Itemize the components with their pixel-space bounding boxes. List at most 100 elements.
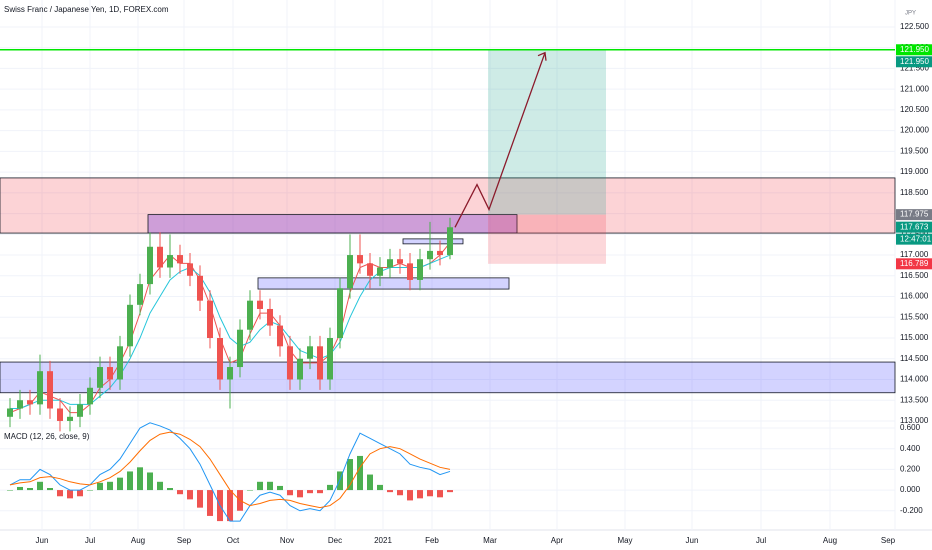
histogram-bar [417, 490, 423, 499]
histogram-bar [307, 490, 313, 494]
histogram-bar [157, 481, 163, 491]
countdown-badge [896, 233, 932, 245]
candle-body [147, 246, 153, 285]
candle-body [397, 259, 403, 264]
candle-body [7, 408, 13, 417]
x-tick-label: Sep [881, 536, 896, 545]
histogram-bar [247, 490, 253, 491]
histogram-bar [177, 490, 183, 495]
x-tick-label: Jul [756, 536, 766, 545]
candle-body [177, 255, 183, 264]
candle-body [337, 288, 343, 339]
candle-body [137, 284, 143, 305]
y-tick-label: 120.500 [900, 105, 929, 114]
x-tick-label: Feb [425, 536, 439, 545]
histogram-bar [127, 471, 133, 491]
histogram-bar [47, 488, 53, 491]
x-tick-label: Dec [328, 536, 342, 545]
candle-body [327, 338, 333, 380]
histogram-bar [227, 490, 233, 522]
histogram-bar [7, 490, 13, 491]
price-badge-label: 121.950 [900, 45, 929, 54]
candle-body [57, 408, 63, 421]
candle-body [157, 246, 163, 268]
y-tick-label: 119.000 [900, 167, 929, 176]
x-tick-label: Jul [85, 536, 95, 545]
histogram-bar [137, 467, 143, 491]
histogram-bar [327, 484, 333, 491]
y-tick-label: -0.200 [900, 506, 923, 515]
y-tick-label: 113.000 [900, 416, 929, 425]
histogram-bar [377, 484, 383, 491]
candle-body [297, 358, 303, 380]
candle-body [67, 416, 73, 421]
price-badge-label: 121.950 [900, 57, 929, 66]
histogram-bar [27, 488, 33, 491]
histogram-bar [147, 472, 153, 491]
histogram-bar [37, 481, 43, 491]
y-tick-label: 114.500 [900, 354, 929, 363]
candle-body [17, 400, 23, 409]
histogram-bar [67, 490, 73, 499]
price-badge [896, 258, 932, 270]
histogram-bar [427, 490, 433, 497]
candle-body [227, 367, 233, 380]
histogram-bar [437, 490, 443, 498]
candle-body [407, 263, 413, 280]
position-stop [488, 214, 606, 264]
histogram-bar [57, 490, 63, 497]
histogram-bar [207, 490, 213, 516]
box [257, 277, 510, 290]
x-tick-label: Mar [483, 536, 497, 545]
candle-body [317, 346, 323, 380]
candle-body [247, 300, 253, 330]
candle-body [87, 387, 93, 405]
arrow-head [537, 51, 547, 61]
candle-body [277, 325, 283, 347]
histogram-bar [187, 490, 193, 500]
histogram-bar [117, 477, 123, 491]
price-badge [896, 44, 932, 56]
candle-body [437, 250, 443, 256]
y-tick-label: 116.500 [900, 271, 929, 280]
macd-line [9, 431, 451, 509]
moving-average [10, 254, 451, 410]
y-tick-label: 116.000 [900, 292, 929, 301]
histogram-bar [257, 481, 263, 491]
candle-body [77, 404, 83, 417]
chart-title: Swiss Franc / Japanese Yen, 1D, FOREX.co… [4, 5, 169, 14]
candle-body [257, 300, 263, 309]
y-tick-label: 120.000 [900, 126, 929, 135]
x-tick-label: Aug [823, 536, 837, 545]
candle-body [367, 263, 373, 276]
indicator-title: MACD (12, 26, close, 9) [4, 432, 90, 441]
y-tick-label: 0.000 [900, 485, 921, 494]
candle-body [347, 255, 353, 289]
candle-body [197, 275, 203, 301]
y-tick-label: 115.500 [900, 312, 929, 321]
candle-body [207, 300, 213, 339]
candle-body [307, 346, 313, 359]
macd-line [9, 422, 451, 522]
box [147, 214, 518, 234]
histogram-bar [407, 490, 413, 501]
y-tick-label: 113.500 [900, 395, 929, 404]
x-tick-label: May [617, 536, 632, 545]
candle-body [237, 329, 243, 368]
y-tick-label: 0.400 [900, 444, 921, 453]
y-tick-label: 115.000 [900, 333, 929, 342]
histogram-bar [197, 490, 203, 508]
candle-body [287, 346, 293, 380]
x-tick-label: Jun [686, 536, 699, 545]
candle-body [107, 367, 113, 380]
histogram-bar [97, 482, 103, 491]
histogram-bar [357, 455, 363, 491]
y-tick-label: 117.000 [900, 250, 929, 259]
candle-body [187, 263, 193, 276]
histogram-bar [367, 474, 373, 491]
price-badge-label: 117.975 [900, 210, 929, 219]
histogram-bar [167, 488, 173, 491]
zone [0, 361, 896, 394]
